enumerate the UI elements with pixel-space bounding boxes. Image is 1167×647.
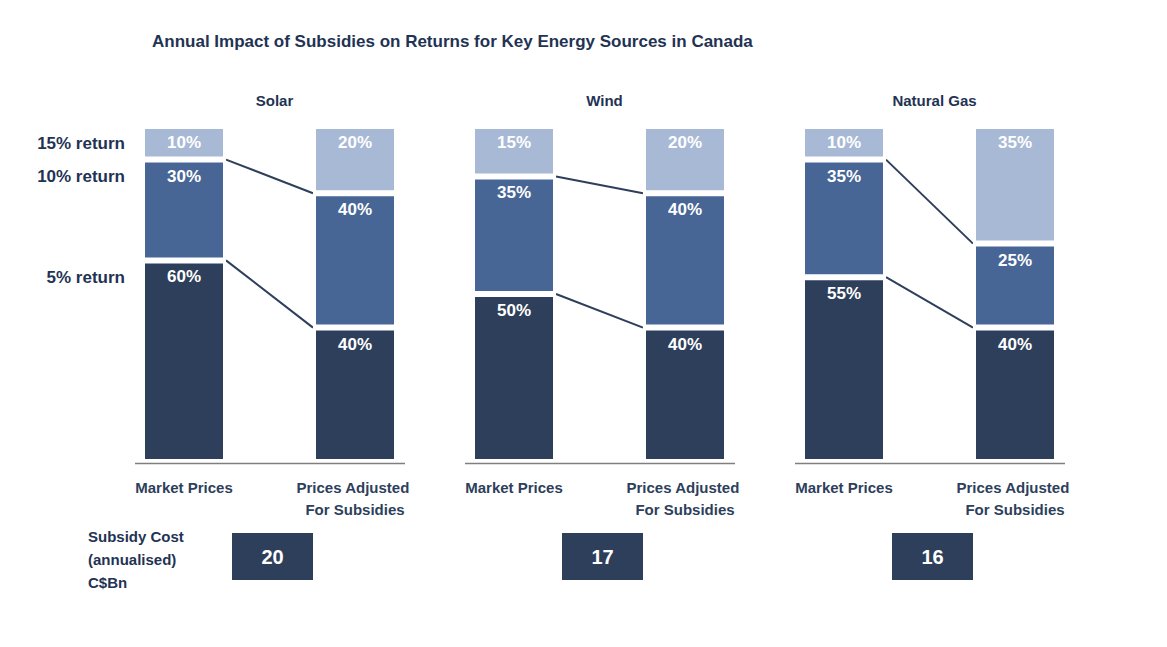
svg-text:40%: 40% (338, 335, 372, 354)
svg-text:Market Prices: Market Prices (795, 479, 893, 496)
svg-text:20%: 20% (338, 133, 372, 152)
svg-text:25%: 25% (998, 251, 1032, 270)
svg-text:40%: 40% (668, 200, 702, 219)
svg-text:40%: 40% (668, 335, 702, 354)
svg-text:50%: 50% (497, 301, 531, 320)
svg-text:Prices Adjusted: Prices Adjusted (297, 479, 414, 496)
svg-text:16: 16 (921, 546, 943, 568)
svg-text:40%: 40% (338, 200, 372, 219)
svg-text:30%: 30% (167, 167, 201, 186)
svg-text:20%: 20% (668, 133, 702, 152)
svg-text:Prices Adjusted: Prices Adjusted (627, 479, 744, 496)
svg-text:5% return: 5% return (47, 268, 125, 287)
svg-text:Annual Impact of Subsidies on: Annual Impact of Subsidies on Returns fo… (152, 32, 753, 51)
svg-text:Market Prices: Market Prices (135, 479, 233, 496)
svg-text:20: 20 (261, 546, 283, 568)
svg-text:For Subsidies: For Subsidies (635, 501, 734, 518)
svg-text:35%: 35% (497, 183, 531, 202)
svg-text:40%: 40% (998, 335, 1032, 354)
svg-text:Subsidy Cost: Subsidy Cost (88, 528, 188, 545)
svg-text:Wind: Wind (586, 92, 623, 109)
svg-text:10%: 10% (827, 133, 861, 152)
svg-text:(annualised): (annualised) (88, 551, 181, 568)
svg-text:For Subsidies: For Subsidies (305, 501, 404, 518)
svg-text:Market Prices: Market Prices (465, 479, 563, 496)
svg-text:Prices Adjusted: Prices Adjusted (957, 479, 1074, 496)
svg-text:For Subsidies: For Subsidies (965, 501, 1064, 518)
svg-text:C$Bn: C$Bn (88, 574, 127, 591)
svg-text:10% return: 10% return (37, 167, 125, 186)
svg-text:60%: 60% (167, 267, 201, 286)
svg-text:Natural Gas: Natural Gas (892, 92, 976, 109)
svg-text:10%: 10% (167, 133, 201, 152)
svg-text:35%: 35% (827, 167, 861, 186)
svg-text:55%: 55% (827, 284, 861, 303)
svg-text:17: 17 (591, 546, 613, 568)
svg-text:Solar: Solar (256, 92, 294, 109)
svg-text:15% return: 15% return (37, 134, 125, 153)
svg-text:15%: 15% (497, 133, 531, 152)
svg-text:35%: 35% (998, 133, 1032, 152)
